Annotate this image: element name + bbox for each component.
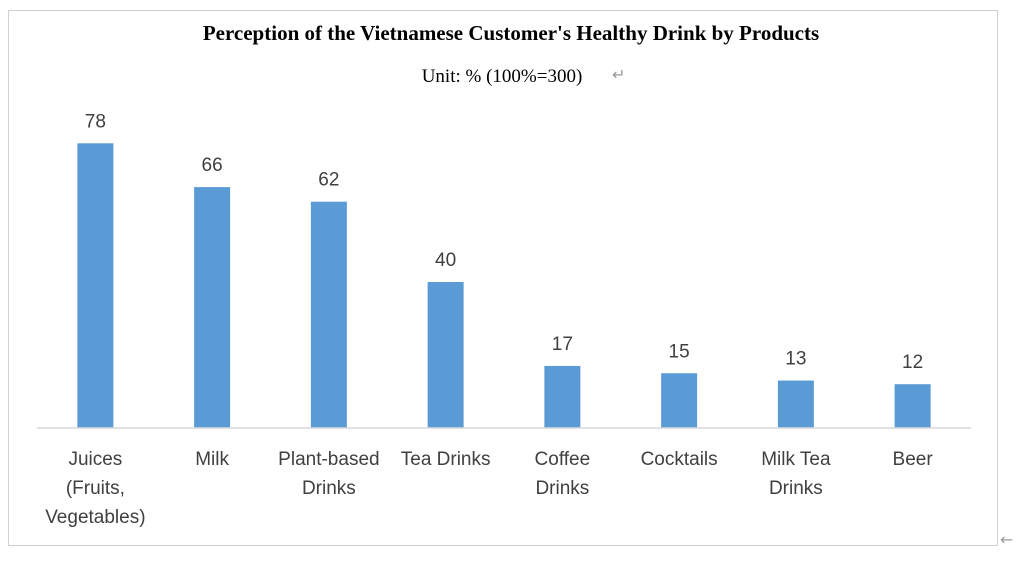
x-tick-label-0: Juices (Fruits, Vegetables): [45, 449, 145, 528]
bar-2: [310, 201, 347, 428]
data-label-5: 15: [669, 341, 690, 362]
data-label-7: 12: [902, 352, 923, 373]
data-label-4: 17: [552, 334, 573, 355]
x-tick-labels-group: Juices (Fruits, Vegetables) Milk Plant-based…: [45, 449, 933, 528]
x-tick-label-line: Coffee: [535, 449, 591, 470]
x-tick-label-line: Milk Tea: [761, 449, 831, 470]
x-tick-label-line: Tea Drinks: [401, 449, 491, 470]
chart-title: Perception of the Vietnamese Customer's …: [203, 21, 819, 45]
return-arrow-icon: ←: [1000, 530, 1013, 549]
bar-7: [894, 384, 931, 428]
bar-6: [777, 380, 814, 428]
x-tick-label-line: Drinks: [535, 478, 589, 499]
bar-4: [544, 365, 581, 428]
x-tick-label-7: Beer: [893, 449, 934, 470]
bars-group: [77, 143, 931, 429]
x-tick-label-1: Milk: [195, 449, 229, 470]
x-tick-label-5: Cocktails: [641, 449, 718, 470]
x-tick-label-line: Drinks: [769, 478, 823, 499]
x-tick-label-line: Milk: [195, 449, 229, 470]
bar-3: [427, 282, 464, 428]
bar-0: [77, 143, 114, 429]
bar-5: [661, 373, 698, 428]
x-tick-label-6: Milk Tea Drinks: [761, 449, 831, 499]
bar-1: [194, 187, 231, 428]
data-label-6: 13: [785, 349, 806, 370]
data-label-3: 40: [435, 250, 456, 271]
x-tick-label-line: (Fruits,: [66, 478, 125, 499]
x-tick-label-3: Tea Drinks: [401, 449, 491, 470]
data-label-2: 62: [318, 170, 339, 191]
chart-subtitle: Unit: % (100%=300): [422, 66, 583, 87]
x-tick-label-line: Beer: [893, 449, 934, 470]
data-label-1: 66: [202, 155, 223, 176]
data-labels-group: 78 66 62 40 17 15 13 12: [85, 111, 923, 373]
data-label-0: 78: [85, 111, 106, 132]
chart-frame: [8, 10, 998, 546]
x-tick-label-4: Coffee Drinks: [535, 449, 591, 499]
x-tick-label-line: Juices: [68, 449, 122, 470]
x-tick-label-2: Plant-based Drinks: [278, 449, 379, 499]
x-tick-label-line: Plant-based: [278, 449, 379, 470]
x-tick-label-line: Cocktails: [641, 449, 718, 470]
x-tick-label-line: Vegetables): [45, 507, 145, 528]
paragraph-mark-icon: ↵: [612, 65, 625, 84]
x-tick-label-line: Drinks: [302, 478, 356, 499]
